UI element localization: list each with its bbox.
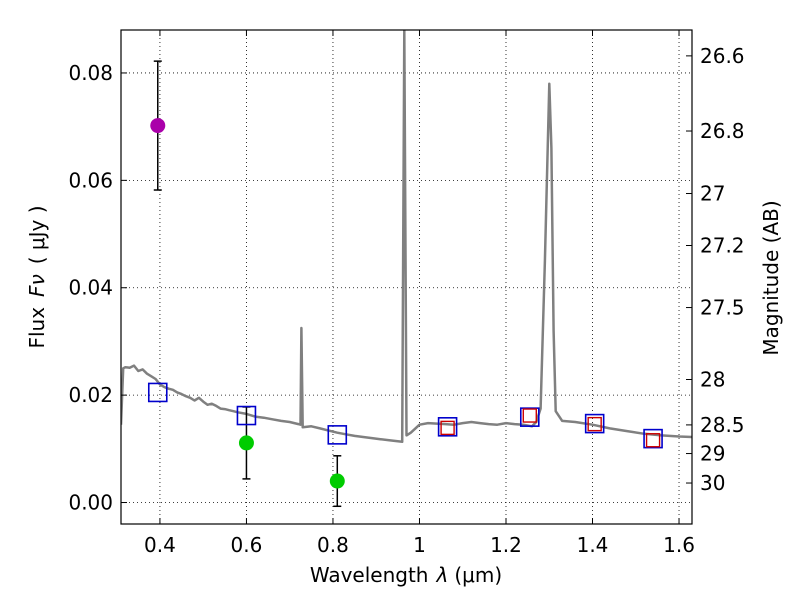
observed-optical-point (238, 435, 254, 451)
x-axis-title: Wavelength λ (μm) (310, 563, 502, 587)
observed-nir-point (522, 408, 537, 423)
x-tick-label: 0.8 (317, 533, 349, 557)
x-tick-label: 0.4 (144, 533, 176, 557)
observed-nir-point (645, 433, 661, 448)
x-tick-label: 1.6 (663, 533, 695, 557)
observed-optical-point (150, 118, 166, 134)
y-tick-label: 0.06 (68, 168, 113, 192)
model-photometry-point (584, 413, 605, 434)
x-tick-label: 1.4 (577, 533, 609, 557)
model-photometry-point (236, 405, 257, 426)
model-sed-line (121, 30, 692, 444)
model-sed-series (121, 30, 692, 444)
observed-nir-point (587, 416, 602, 432)
y-tick-label: 0.08 (68, 61, 113, 85)
plot-frame (120, 29, 693, 525)
model-photometry-point (643, 428, 663, 449)
x-tick-label: 1 (413, 533, 426, 557)
y2-axis-title: Magnitude (AB) (759, 200, 783, 355)
y-axis-title: FluxFν( μJy ) (25, 205, 49, 348)
x-tick-label: 1.2 (490, 533, 522, 557)
axis-ticks: 0.4 0.6 0.8 1 1.2 1.4 1.6 0.00 0.02 0.04 0.06 0.08 2… (68, 30, 745, 557)
photometry-series (147, 60, 663, 508)
y2-tick-label: 27 (700, 182, 725, 206)
observed-nir-point (440, 420, 455, 436)
y-tick-label: 0.00 (68, 491, 113, 515)
y2-tick-label: 30 (700, 471, 725, 495)
y2-tick-label: 28 (700, 368, 725, 392)
y2-tick-label: 27.2 (700, 234, 745, 258)
y2-tick-label: 26.6 (700, 44, 745, 68)
y2-tick-label: 28.5 (700, 413, 745, 437)
model-photometry-point (327, 425, 348, 445)
y-tick-label: 0.04 (68, 276, 113, 300)
y2-tick-label: 29 (700, 442, 725, 466)
model-photometry-point (147, 382, 168, 403)
y2-tick-label: 27.5 (700, 296, 745, 320)
model-photometry-point (519, 407, 540, 427)
y2-tick-label: 26.8 (700, 119, 745, 143)
model-photometry-point (437, 417, 458, 437)
x-tick-label: 0.6 (231, 533, 263, 557)
y-tick-label: 0.02 (68, 383, 113, 407)
observed-optical-point (329, 473, 345, 489)
